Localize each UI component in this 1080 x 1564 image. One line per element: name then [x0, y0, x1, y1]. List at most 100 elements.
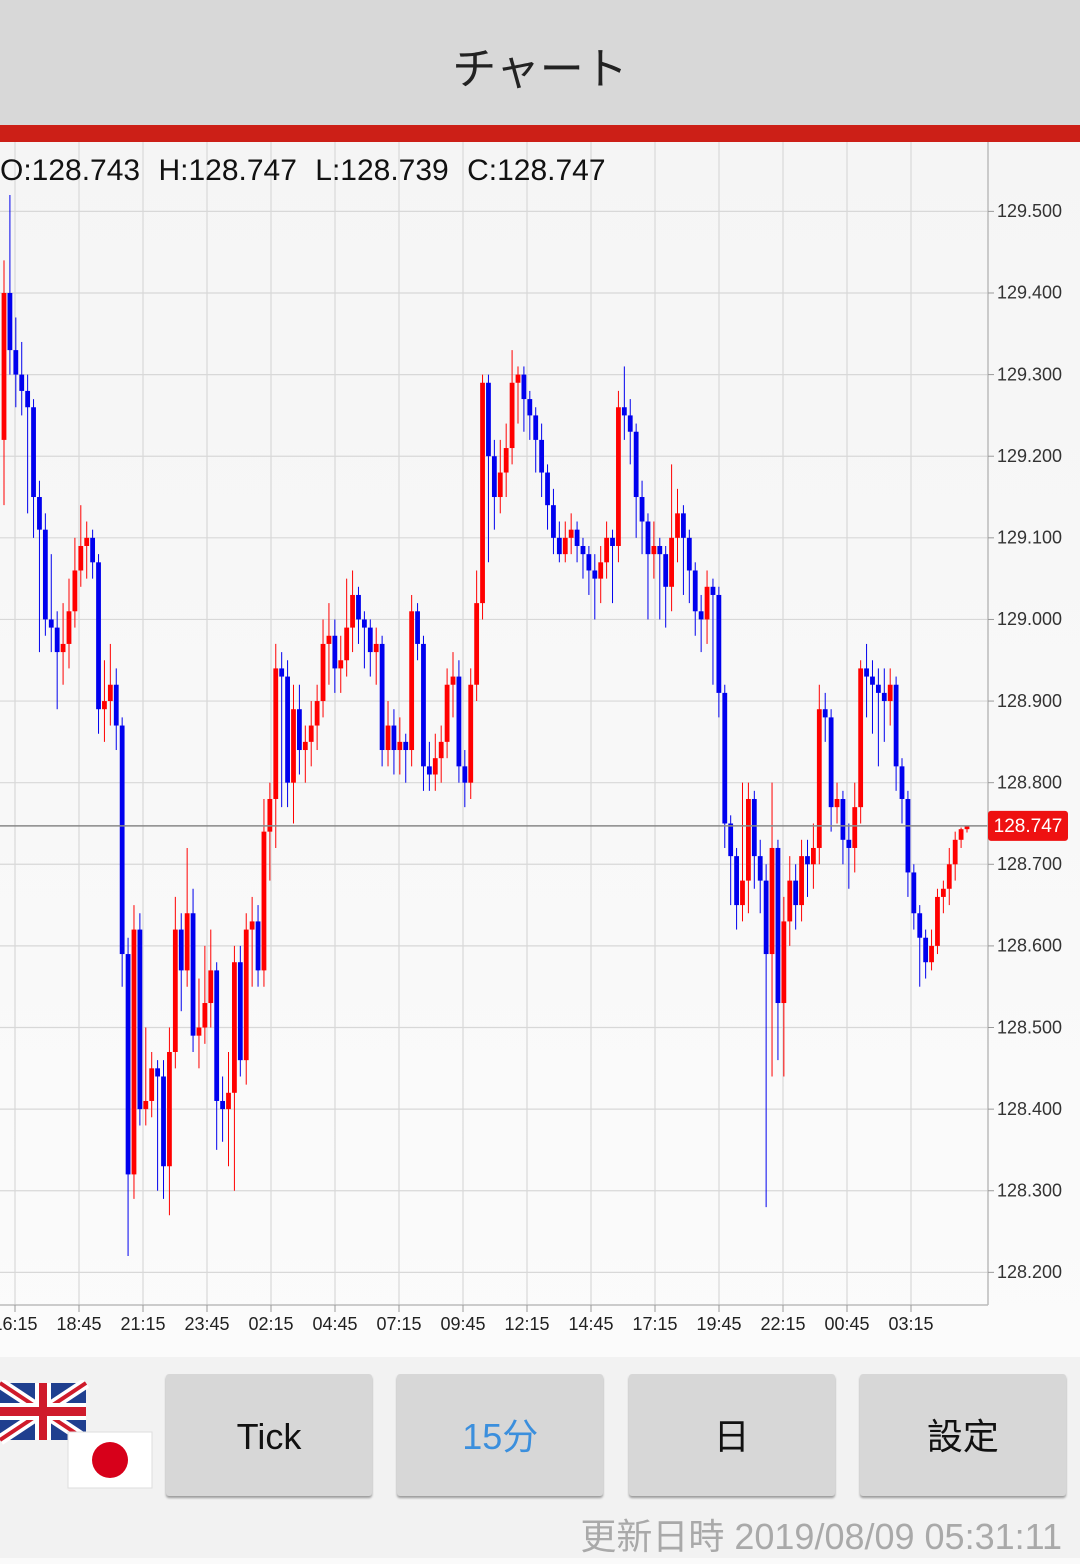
candle-body: [515, 374, 521, 383]
candle-body: [870, 676, 875, 685]
bottom-edge: [0, 1558, 1080, 1564]
candle-body: [769, 847, 775, 955]
y-tick-label: 128.200: [997, 1262, 1062, 1282]
candle-body: [161, 1076, 166, 1167]
toolbar-button[interactable]: 15分: [397, 1374, 604, 1496]
candle-body: [586, 554, 592, 571]
candle-body: [155, 1068, 161, 1077]
title: チャート: [452, 45, 628, 94]
candle-body: [645, 521, 651, 555]
candle-body: [208, 970, 214, 1004]
candle-body: [562, 537, 568, 555]
x-tick-label: 00:45: [824, 1314, 869, 1334]
candle-body: [350, 594, 355, 628]
candle-body: [598, 562, 604, 579]
candle-body: [143, 1100, 149, 1110]
candle-body: [787, 880, 793, 922]
candle-body: [438, 741, 444, 759]
update-time: 更新日時 2019/08/09 05:31:11: [580, 1508, 1062, 1560]
candle-body: [633, 431, 639, 498]
candle-body: [338, 660, 344, 669]
toolbar-button[interactable]: Tick: [166, 1374, 372, 1496]
toolbar-button[interactable]: 設定: [859, 1374, 1066, 1496]
candle-body: [810, 847, 816, 865]
candle-body: [964, 825, 970, 830]
candle-body: [887, 684, 893, 702]
candle-body: [935, 896, 940, 946]
candle-body: [273, 668, 279, 799]
candle-body: [497, 472, 503, 498]
candle-body: [243, 929, 249, 1061]
update-value: 2019/08/09 05:31:11: [734, 1516, 1062, 1557]
candle-body: [716, 594, 722, 693]
candle-body: [332, 635, 338, 669]
candle-body: [462, 766, 468, 783]
candle-body: [391, 725, 397, 751]
candle-body: [48, 619, 54, 628]
ohlc-label: C:: [467, 154, 497, 187]
ohlc-value: 128.739: [340, 154, 448, 187]
candle-body: [102, 701, 107, 710]
candle-body: [480, 382, 485, 604]
candle-body: [509, 382, 515, 449]
candle-body: [952, 839, 958, 865]
candle-body: [675, 513, 680, 538]
candle-body: [858, 668, 864, 808]
price-tag: [988, 810, 1068, 841]
candle-body: [698, 611, 704, 620]
candle-body: [291, 709, 296, 783]
candle-body: [421, 643, 426, 767]
toolbar-button[interactable]: 日: [628, 1374, 835, 1496]
candle-body: [940, 888, 946, 897]
chart: 128.200 128.300 128.400 128.500 128.600 128.7…: [0, 142, 1080, 1357]
candle-body: [426, 766, 432, 775]
candle-body: [958, 829, 964, 840]
candle-body: [651, 545, 657, 555]
candle-body: [125, 954, 131, 1175]
candle-body: [60, 643, 66, 653]
candle-body: [822, 709, 828, 718]
candle-body: [551, 505, 556, 538]
y-tick-label: 128.700: [997, 854, 1062, 874]
candle-body: [314, 701, 320, 726]
y-tick-label: 129.300: [997, 364, 1062, 384]
x-tick-label: 09:45: [440, 1314, 485, 1334]
candle-body: [704, 586, 710, 620]
candle-body: [261, 831, 267, 971]
candle-body: [326, 635, 332, 644]
candle-body: [296, 709, 302, 751]
candle-body: [137, 929, 143, 1110]
y-tick-label: 129.200: [997, 446, 1062, 466]
ohlc-label: H:: [158, 154, 188, 187]
candle-body: [592, 570, 598, 579]
candle-body: [539, 439, 545, 473]
x-tick-label: 17:15: [632, 1314, 677, 1334]
candle-body: [875, 684, 881, 693]
candle-body: [131, 929, 137, 1175]
candle-body: [881, 692, 887, 702]
y-tick-label: 129.100: [997, 528, 1062, 548]
candle-body: [468, 684, 474, 783]
accent-bar: [0, 125, 1080, 142]
price-tag-label: 128.747: [994, 816, 1063, 837]
title-bar: チャート: [0, 0, 1080, 125]
candle-body: [681, 513, 686, 538]
chart-background: [0, 142, 1080, 1357]
candle-body: [456, 676, 462, 767]
candle-body: [722, 692, 728, 824]
candle-body: [474, 603, 480, 685]
x-tick-label: 16:15: [0, 1314, 38, 1334]
x-tick-label: 23:45: [184, 1314, 229, 1334]
candle-body: [580, 545, 586, 555]
candle-body: [78, 545, 84, 571]
candle-body: [172, 929, 178, 1052]
candle-body: [356, 594, 361, 620]
candle-body: [905, 798, 911, 873]
currency-flags: [0, 1380, 153, 1489]
candle-body: [320, 643, 326, 702]
candle-body: [42, 529, 48, 620]
candle-body: [432, 758, 438, 775]
candle-body: [379, 643, 385, 751]
candle-body: [84, 537, 90, 546]
